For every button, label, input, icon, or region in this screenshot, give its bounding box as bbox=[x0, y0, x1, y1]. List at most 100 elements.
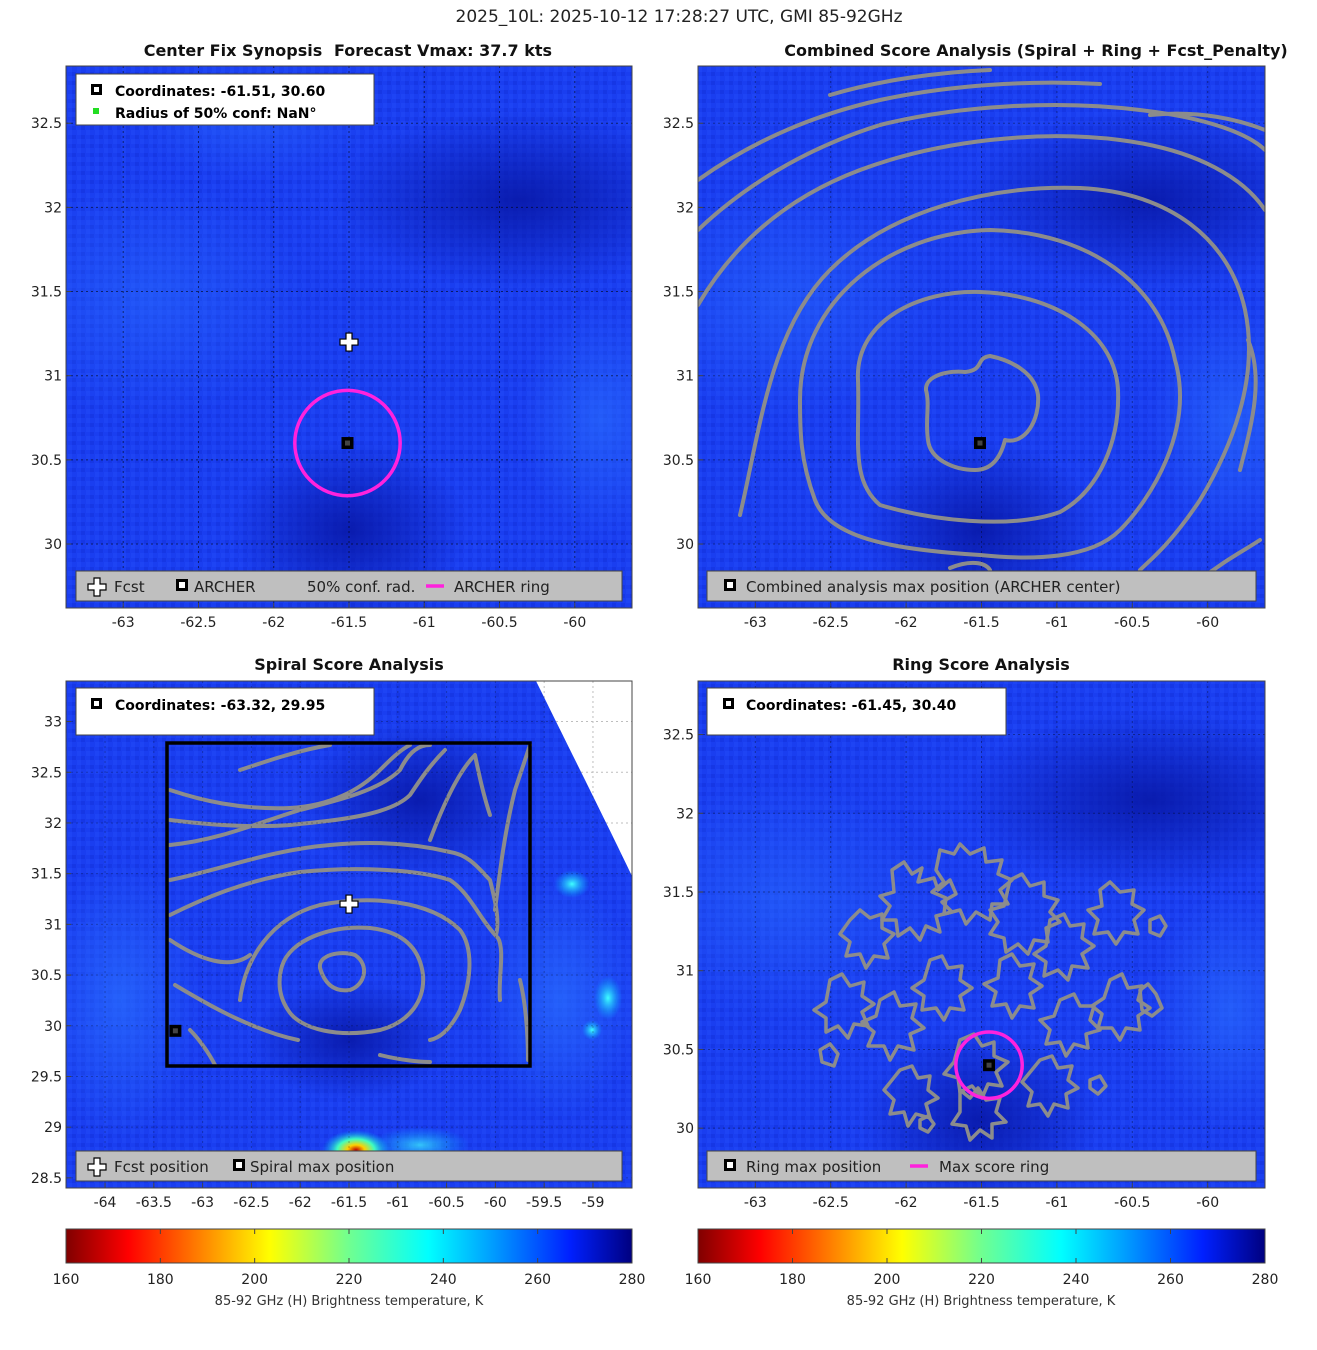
info-coords: Coordinates: -63.32, 29.95 bbox=[115, 698, 325, 714]
combined-max-marker bbox=[973, 437, 986, 450]
colorbar-tick-label: 200 bbox=[241, 1272, 268, 1288]
colorbar-tick-label: 260 bbox=[524, 1272, 551, 1288]
colorbar-label: 85-92 GHz (H) Brightness temperature, K bbox=[215, 1294, 484, 1309]
legend-ring-max: Ring max position bbox=[746, 1158, 881, 1176]
info-coords: Coordinates: -61.45, 30.40 bbox=[746, 698, 956, 714]
spiral-contours bbox=[168, 743, 532, 1067]
x-tick-label: -60 bbox=[1196, 615, 1219, 631]
x-tick-label: -62 bbox=[262, 615, 285, 631]
info-radius: Radius of 50% conf: NaN° bbox=[115, 106, 317, 122]
legend-combined-max: Combined analysis max position (ARCHER c… bbox=[746, 578, 1120, 596]
x-tick-label: -61.5 bbox=[963, 615, 999, 631]
y-tick-label: 32.5 bbox=[663, 116, 694, 132]
panel-combined-ticks: -63 -62.5 -62 -61.5 -61 -60.5 -60 30 30.5 31 31.5 3… bbox=[663, 116, 1219, 631]
colorbar-label: 85-92 GHz (H) Brightness temperature, K bbox=[847, 1294, 1116, 1309]
x-tick-label: -61.5 bbox=[331, 1195, 367, 1211]
spiral-max-marker bbox=[169, 1024, 182, 1037]
panel-ring-ticks: -63 -62.5 -62 -61.5 -61 -60.5 -60 30 30.5 31 31.5 3… bbox=[663, 728, 1219, 1211]
x-tick-label: -61 bbox=[1045, 1195, 1068, 1211]
info-box: Coordinates: -63.32, 29.95 bbox=[75, 687, 375, 736]
legend: Fcst ARCHER 50% conf. rad. ARCHER ring bbox=[75, 570, 623, 602]
panel-spiral-title: Spiral Score Analysis bbox=[254, 655, 444, 674]
y-tick-label: 31.5 bbox=[663, 285, 694, 301]
archer-square-inner bbox=[343, 439, 351, 447]
x-tick-label: -62 bbox=[895, 615, 918, 631]
colorbar-tick-label: 200 bbox=[874, 1272, 901, 1288]
archer-ring bbox=[293, 388, 402, 498]
y-tick-label: 31 bbox=[676, 369, 694, 385]
legend: Combined analysis max position (ARCHER c… bbox=[706, 570, 1257, 602]
y-tick-label: 30 bbox=[676, 537, 694, 553]
spiral-max-square-inner bbox=[171, 1027, 179, 1035]
y-tick-label: 31.5 bbox=[31, 867, 62, 883]
y-tick-label: 30 bbox=[676, 1121, 694, 1137]
x-tick-label: -63 bbox=[112, 615, 135, 631]
colorbar-tick-label: 160 bbox=[53, 1272, 80, 1288]
info-coords: Coordinates: -61.51, 30.60 bbox=[115, 84, 325, 100]
ring-max-square-inner bbox=[985, 1061, 993, 1069]
spiral-search-box bbox=[165, 741, 532, 1068]
colorbar-tick-label: 240 bbox=[430, 1272, 457, 1288]
info-box: Coordinates: -61.51, 30.60 Radius of 50%… bbox=[75, 73, 375, 126]
colorbar-tick-label: 240 bbox=[1063, 1272, 1090, 1288]
panel-ring: Ring Score Analysis bbox=[663, 655, 1266, 1211]
panel-combined: Combined Score Analysis (Spiral + Ring +… bbox=[663, 41, 1288, 631]
y-tick-label: 31 bbox=[44, 917, 62, 933]
colorbar-right: 160 180 200 220 240 260 280 85-92 GHz (H) Brig… bbox=[685, 1228, 1278, 1309]
y-tick-label: 28.5 bbox=[31, 1171, 62, 1187]
y-tick-label: 32.5 bbox=[31, 765, 62, 781]
archer-center-marker bbox=[341, 437, 354, 450]
ring-max-marker bbox=[983, 1059, 996, 1072]
y-tick-label: 30.5 bbox=[663, 453, 694, 469]
x-tick-label: -62 bbox=[895, 1195, 918, 1211]
x-tick-label: -62.5 bbox=[180, 615, 216, 631]
x-tick-label: -63 bbox=[191, 1195, 214, 1211]
y-tick-label: 31.5 bbox=[31, 285, 62, 301]
fcst-marker bbox=[339, 332, 359, 352]
x-tick-label: -60 bbox=[484, 1195, 507, 1211]
info-box: Coordinates: -61.45, 30.40 bbox=[706, 687, 1007, 736]
panel-combined-title: Combined Score Analysis (Spiral + Ring +… bbox=[784, 41, 1287, 60]
x-tick-label: -63 bbox=[744, 615, 767, 631]
y-tick-label: 32.5 bbox=[31, 116, 62, 132]
spiral-fcst-marker bbox=[339, 894, 359, 914]
panel-spiral: Spiral Score Analysis bbox=[31, 655, 633, 1211]
x-tick-label: -64 bbox=[94, 1195, 117, 1211]
panel-center-fix-ticks: -63 -62.5 -62 -61.5 -61 -60.5 -60 30 30.5 31 31.5 3… bbox=[31, 116, 586, 631]
y-tick-label: 33 bbox=[44, 715, 62, 731]
x-tick-label: -61.5 bbox=[963, 1195, 999, 1211]
y-tick-label: 31 bbox=[44, 369, 62, 385]
x-tick-label: -60.5 bbox=[1114, 1195, 1150, 1211]
y-tick-label: 31.5 bbox=[663, 885, 694, 901]
colorbar-tick-label: 280 bbox=[619, 1272, 646, 1288]
y-tick-label: 30.5 bbox=[663, 1042, 694, 1058]
colorbar-tick-label: 220 bbox=[336, 1272, 363, 1288]
x-tick-label: -61 bbox=[1045, 615, 1068, 631]
y-tick-label: 32 bbox=[676, 200, 694, 216]
colorbar-tick-label: 260 bbox=[1157, 1272, 1184, 1288]
x-tick-label: -61 bbox=[386, 1195, 409, 1211]
swath-edge bbox=[536, 681, 632, 876]
combined-contours bbox=[698, 68, 1265, 582]
x-tick-label: -59.5 bbox=[526, 1195, 562, 1211]
x-tick-label: -62.5 bbox=[233, 1195, 269, 1211]
colorbar-tick-label: 180 bbox=[147, 1272, 174, 1288]
x-tick-label: -61.5 bbox=[331, 615, 367, 631]
legend: Ring max position Max score ring bbox=[706, 1150, 1257, 1182]
x-tick-label: -63 bbox=[744, 1195, 767, 1211]
x-tick-label: -59 bbox=[582, 1195, 605, 1211]
panel-combined-field bbox=[698, 66, 1265, 608]
combined-max-square-inner bbox=[976, 439, 984, 447]
y-tick-label: 31 bbox=[676, 964, 694, 980]
x-tick-label: -62.5 bbox=[813, 615, 849, 631]
legend-conf: 50% conf. rad. bbox=[307, 578, 415, 596]
legend: Fcst position Spiral max position bbox=[75, 1150, 623, 1182]
x-tick-label: -60 bbox=[1196, 1195, 1219, 1211]
legend-fcst: Fcst bbox=[114, 578, 145, 596]
max-score-ring bbox=[954, 1030, 1024, 1101]
y-tick-label: 30 bbox=[44, 537, 62, 553]
x-tick-label: -62.5 bbox=[813, 1195, 849, 1211]
legend-max-score-ring: Max score ring bbox=[939, 1158, 1049, 1176]
y-tick-label: 32 bbox=[676, 806, 694, 822]
legend-fcst-position: Fcst position bbox=[114, 1158, 209, 1176]
